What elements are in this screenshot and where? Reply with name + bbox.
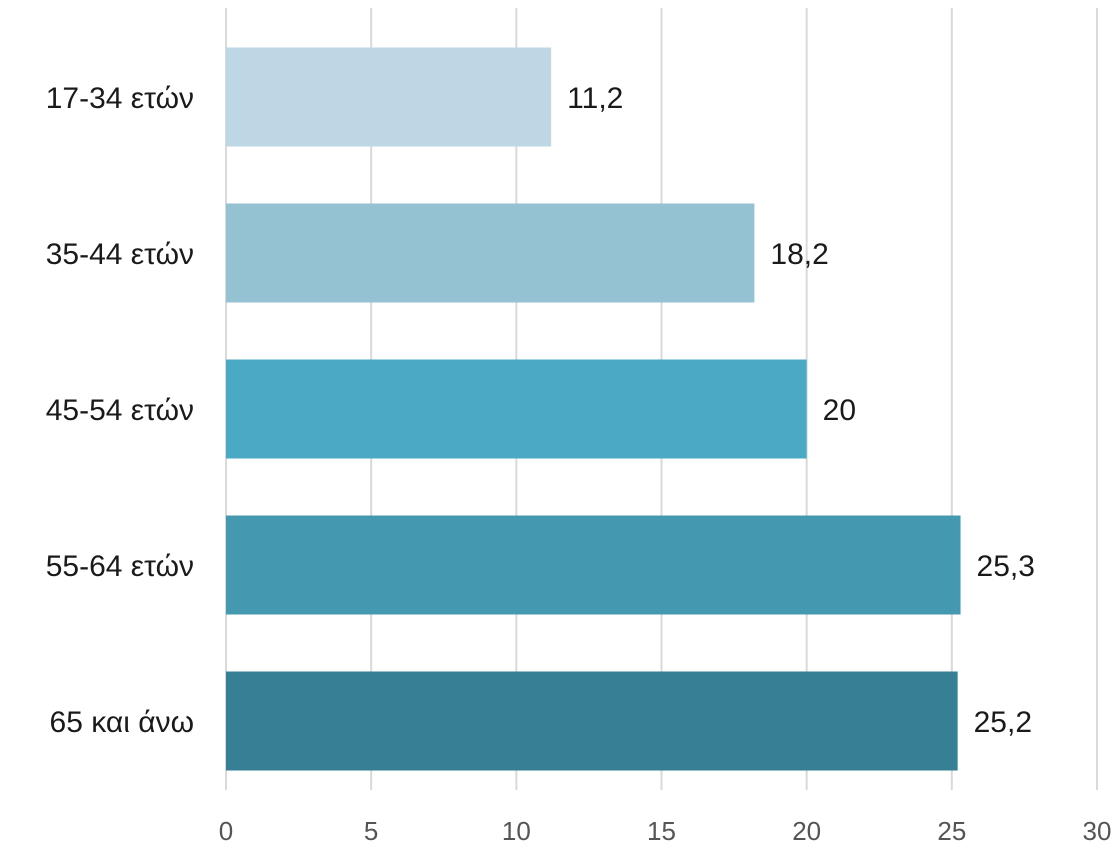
bar [226, 515, 961, 615]
x-axis-tick-labels: 0 5 10 15 20 25 30 [219, 816, 1112, 844]
value-label: 25,2 [974, 706, 1032, 739]
bar [226, 47, 552, 147]
x-tick-label: 0 [219, 816, 233, 844]
value-labels: 11,2 18,2 20 25,3 25,2 [567, 82, 1035, 739]
value-label: 11,2 [567, 82, 623, 115]
bar [226, 203, 755, 303]
value-label: 25,3 [977, 550, 1035, 583]
x-tick-label: 15 [647, 816, 676, 844]
bar [226, 359, 807, 459]
x-tick-label: 10 [502, 816, 531, 844]
value-label: 20 [823, 394, 856, 427]
value-label: 18,2 [770, 238, 828, 271]
x-tick-label: 5 [364, 816, 378, 844]
x-tick-label: 25 [937, 816, 966, 844]
category-labels: 17-34 ετών 35-44 ετών 45-54 ετών 55-64 ετών… [46, 82, 194, 739]
x-tick-label: 30 [1083, 816, 1112, 844]
category-label: 17-34 ετών [46, 82, 194, 115]
bars [226, 47, 961, 771]
bar [226, 671, 958, 771]
category-label: 45-54 ετών [46, 394, 194, 427]
category-label: 65 και άνω [50, 706, 194, 739]
x-tick-label: 20 [792, 816, 821, 844]
category-label: 35-44 ετών [46, 238, 194, 271]
category-label: 55-64 ετών [46, 550, 194, 583]
